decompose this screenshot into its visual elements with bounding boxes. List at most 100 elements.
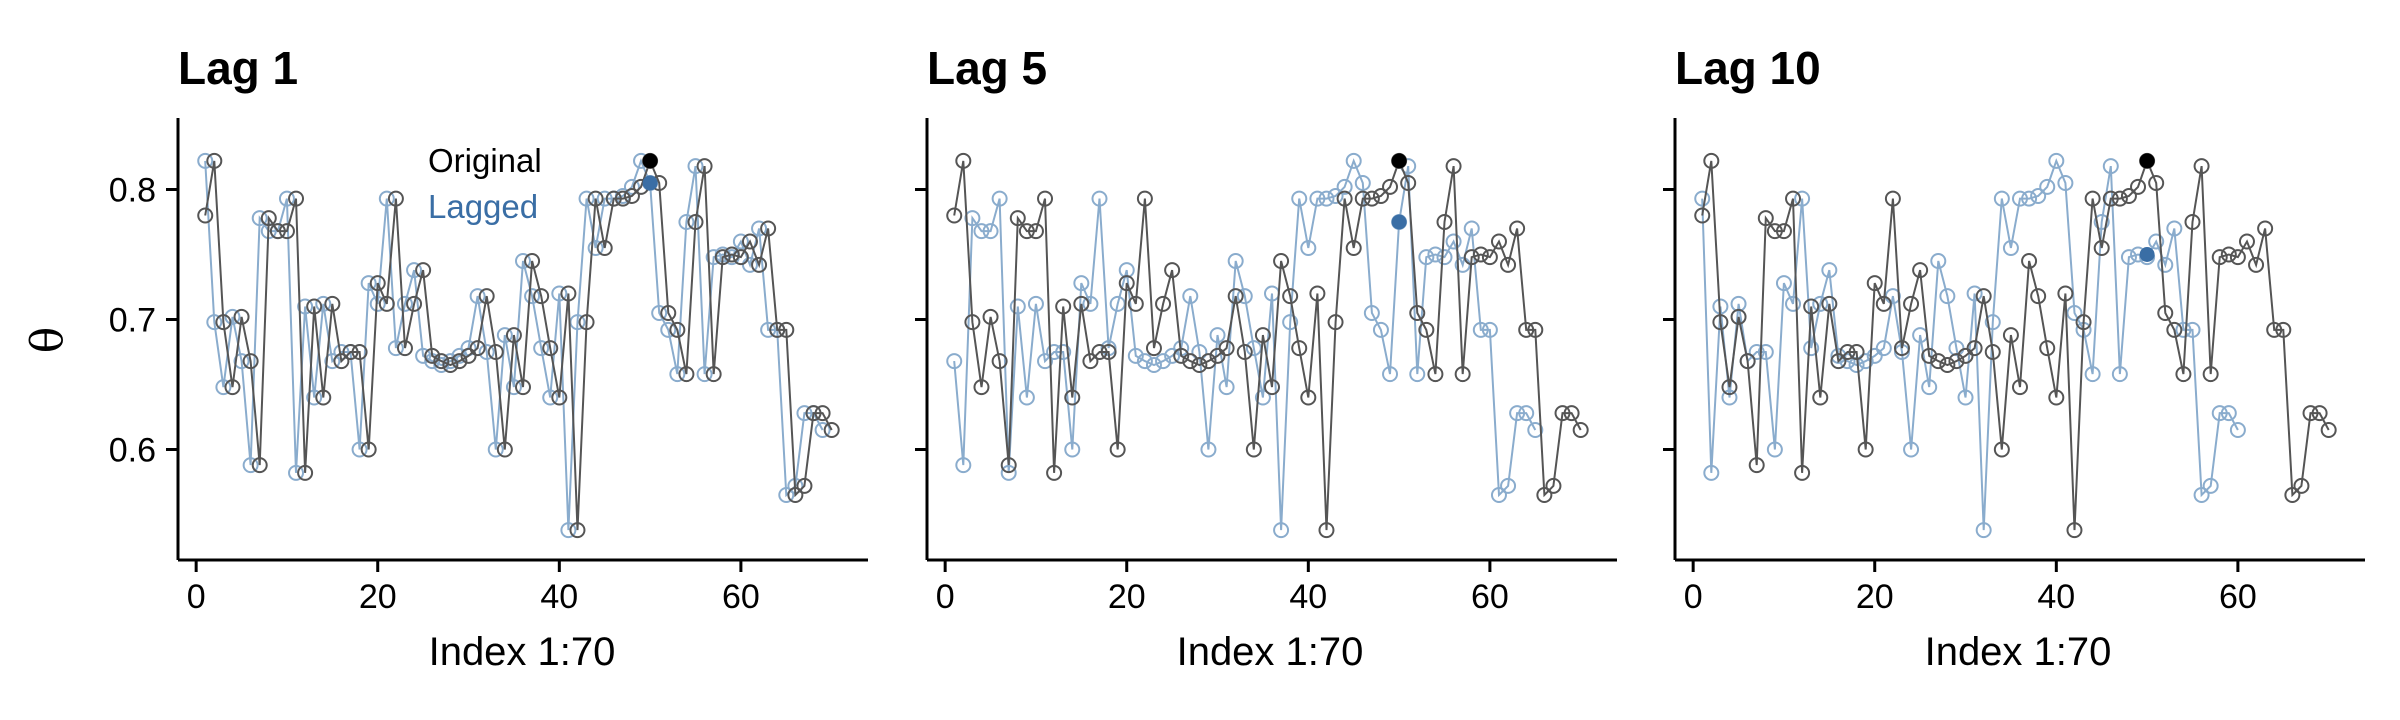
original-point — [1145, 340, 1162, 357]
lagged-point — [596, 190, 613, 207]
lagged-point — [696, 366, 713, 383]
original-point — [551, 389, 568, 406]
original-point — [2048, 389, 2065, 406]
lagged-point — [1839, 353, 1856, 370]
lagged-point — [1200, 441, 1217, 458]
highlight-original-point — [1391, 153, 1407, 169]
lagged-point — [660, 321, 677, 338]
original-point — [1018, 223, 1035, 240]
lagged-point — [1055, 344, 1072, 360]
original-point — [2257, 220, 2274, 237]
original-point — [2021, 253, 2038, 269]
original-point — [1245, 441, 1262, 458]
original-point — [1785, 190, 1802, 207]
original-point — [2102, 190, 2119, 207]
lagged-point — [1875, 340, 1892, 357]
original-point — [315, 389, 332, 406]
lagged-point — [1318, 190, 1335, 207]
original-point — [1400, 175, 1417, 191]
lagged-point — [1345, 152, 1362, 169]
x-tick-label: 20 — [1108, 578, 1146, 616]
original-point — [1948, 353, 1965, 370]
lagged-point — [1884, 288, 1901, 305]
original-point — [614, 190, 631, 207]
highlight-original-point — [642, 153, 658, 169]
original-point — [1382, 178, 1399, 195]
x-tick-labels: 0 20 40 60 — [936, 578, 1509, 616]
original-point — [1218, 340, 1235, 357]
lagged-point — [515, 253, 531, 269]
original-point — [251, 457, 268, 474]
x-tick-label: 0 — [187, 578, 206, 616]
lagged-point — [2111, 366, 2128, 383]
lagged-point — [1821, 262, 1838, 279]
original-point — [2012, 379, 2028, 396]
original-point — [2175, 366, 2192, 383]
original-point — [242, 353, 259, 370]
original-point — [1118, 275, 1135, 292]
lagged-point — [1227, 253, 1244, 269]
original-point — [224, 379, 241, 396]
original-point — [1903, 295, 1920, 312]
lagged-point — [1300, 240, 1317, 256]
lagged-point — [1164, 347, 1181, 364]
original-point — [278, 223, 295, 240]
lagged-point — [1136, 353, 1153, 370]
original-point — [1173, 347, 1190, 364]
lagged-point — [778, 487, 795, 503]
lagged-point — [1027, 295, 1044, 312]
original-point — [560, 285, 577, 302]
lagged-point — [315, 295, 332, 312]
original-point — [1191, 357, 1208, 373]
original-point — [1884, 190, 1901, 207]
lagged-point — [1009, 298, 1026, 315]
lagged-point — [1064, 441, 1081, 458]
panel-title: Lag 5 — [927, 42, 1047, 94]
lagged-point — [215, 379, 232, 396]
original-point — [687, 214, 704, 230]
lagged-point — [1757, 344, 1774, 360]
original-point — [2211, 249, 2228, 266]
lagged-point — [1775, 275, 1792, 292]
original-point — [2302, 405, 2319, 422]
original-point — [442, 357, 459, 373]
original-point — [1027, 223, 1044, 240]
original-point — [1848, 344, 1865, 360]
original-point — [778, 321, 795, 338]
original-point — [1082, 353, 1099, 370]
original-point — [478, 288, 495, 305]
lagged-point — [1218, 379, 1235, 396]
lagged-point — [1721, 389, 1738, 406]
original-point — [387, 190, 404, 207]
original-point — [1993, 441, 2010, 458]
lagged-point — [1209, 327, 1226, 344]
original-point — [1518, 321, 1535, 338]
original-point — [505, 327, 522, 344]
original-point — [796, 477, 813, 494]
lagged-point — [1182, 288, 1199, 305]
original-point — [1957, 347, 1974, 364]
original-point — [206, 152, 223, 169]
original-point — [1730, 308, 1747, 325]
lagged-point — [1766, 441, 1783, 458]
original-point — [1830, 353, 1847, 370]
lagged-point — [1382, 366, 1399, 383]
lagged-point — [324, 353, 341, 370]
lagged-point — [678, 214, 695, 230]
lagged-point — [524, 288, 541, 305]
y-tick-label: 0.8 — [109, 172, 156, 210]
lagged-point — [1273, 522, 1290, 539]
lagged-point — [1236, 288, 1253, 305]
lagged-point — [560, 522, 577, 539]
original-point — [1336, 190, 1353, 207]
original-series-line — [1701, 158, 2330, 531]
original-point — [433, 353, 450, 370]
y-tick-label: 0.6 — [109, 432, 156, 470]
original-point — [973, 379, 990, 396]
legend-lagged: Lagged — [428, 188, 538, 225]
original-point — [2220, 246, 2237, 263]
lagged-point — [2120, 249, 2137, 266]
original-point — [1721, 379, 1738, 396]
lagged-point — [1518, 405, 1535, 422]
